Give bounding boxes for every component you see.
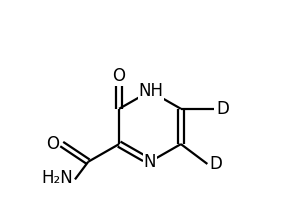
Text: O: O (112, 67, 126, 85)
Text: D: D (210, 155, 222, 173)
Text: NH: NH (139, 82, 164, 100)
Text: O: O (46, 135, 59, 153)
Text: N: N (144, 153, 156, 171)
Text: H₂N: H₂N (41, 169, 73, 187)
Text: D: D (216, 100, 229, 118)
